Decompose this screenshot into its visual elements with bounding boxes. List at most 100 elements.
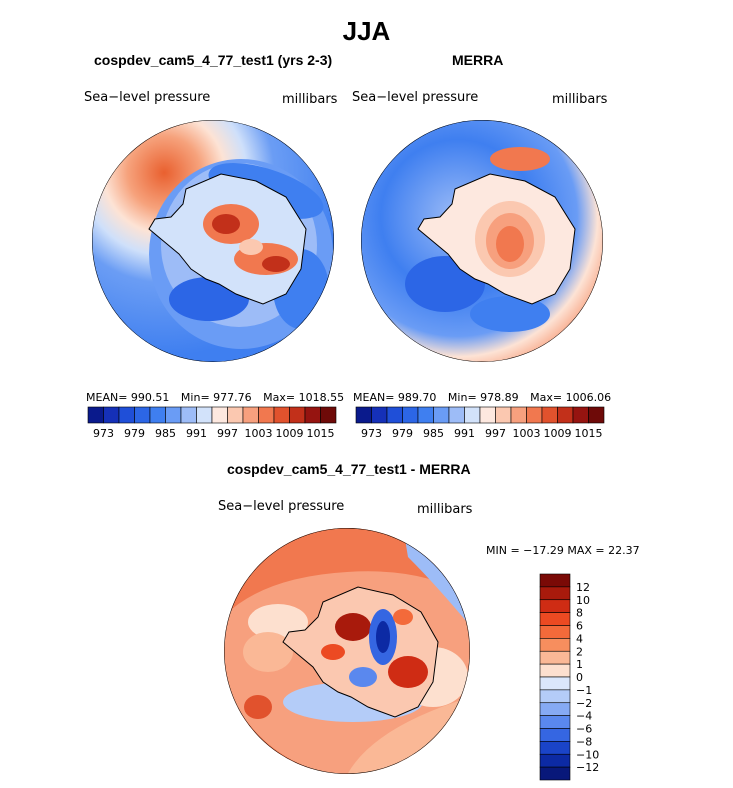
right-map: [361, 120, 603, 362]
left-min-value: 977.76: [213, 391, 252, 404]
right-colorbar-swatch: [402, 406, 419, 424]
diff-colorbar-swatch: [539, 625, 571, 639]
left-colorbar-swatch: [211, 406, 228, 424]
right-colorbar-swatch: [433, 406, 450, 424]
diff-minmax: MIN = −17.29 MAX = 22.37: [486, 544, 640, 557]
left-stats: MEAN= 990.51 Min= 977.76 Max= 1018.55: [86, 391, 344, 404]
left-colorbar-swatch: [134, 406, 151, 424]
diff-units-label: millibars: [417, 502, 473, 517]
right-colorbar-swatch: [479, 406, 496, 424]
left-colorbar-swatch: [227, 406, 244, 424]
right-colorbar-swatch: [417, 406, 434, 424]
right-max-label: Max=: [530, 391, 563, 404]
left-colorbar-swatch: [320, 406, 337, 424]
diff-colorbar-tick-label: −4: [576, 710, 592, 723]
right-stats: MEAN= 989.70 Min= 978.89 Max= 1006.06: [353, 391, 611, 404]
left-min-label: Min=: [180, 391, 210, 404]
left-colorbar-swatch: [289, 406, 306, 424]
right-max-value: 1006.06: [565, 391, 612, 404]
left-colorbar-swatch: [258, 406, 275, 424]
diff-colorbar-swatch: [539, 702, 571, 716]
diff-colorbar-swatch: [539, 689, 571, 704]
right-colorbar-tick-label: 1009: [544, 427, 572, 440]
diff-colorbar-swatch: [539, 586, 571, 601]
diff-colorbar-swatch: [539, 715, 571, 729]
right-colorbar: 973 979 985 991 997 1003 1009 1015: [355, 406, 605, 440]
right-units-label: millibars: [552, 92, 608, 107]
left-colorbar-tick-label: 979: [124, 427, 145, 440]
right-colorbar-tick-label: 1003: [513, 427, 541, 440]
right-variable-label: Sea−level pressure: [352, 90, 479, 105]
right-min-value: 978.89: [480, 391, 519, 404]
right-colorbar-swatch: [526, 406, 543, 424]
diff-colorbar-tick-label: −2: [576, 697, 592, 710]
left-colorbar-tick-label: 1015: [307, 427, 335, 440]
left-colorbar-tick-label: 991: [186, 427, 207, 440]
right-min-label: Min=: [447, 391, 477, 404]
right-colorbar-tick-label: 973: [361, 427, 382, 440]
diff-colorbar-tick-label: 12: [576, 581, 590, 594]
diff-colorbar-swatch: [539, 638, 571, 652]
diff-colorbar-swatch: [539, 753, 571, 768]
diff-colorbar-swatch: [539, 766, 571, 781]
left-colorbar-swatch: [87, 406, 104, 424]
left-colorbar-swatch: [304, 406, 321, 424]
left-variable-label: Sea−level pressure: [84, 90, 211, 105]
diff-colorbar-swatch: [539, 676, 571, 691]
left-colorbar-tick-label: 997: [217, 427, 238, 440]
right-colorbar-tick-label: 979: [392, 427, 413, 440]
left-colorbar-swatch: [242, 406, 259, 424]
diff-colorbar-swatch: [539, 573, 571, 588]
diff-map: [224, 528, 470, 774]
left-colorbar-tick-label: 1003: [245, 427, 273, 440]
diff-colorbar-swatch: [539, 612, 571, 626]
left-mean-label: MEAN=: [86, 391, 128, 404]
right-colorbar-swatch: [355, 406, 372, 424]
right-colorbar-swatch: [510, 406, 527, 424]
diff-variable-label: Sea−level pressure: [218, 499, 345, 514]
left-colorbar-swatch: [149, 406, 166, 424]
left-colorbar-tick-label: 1009: [276, 427, 304, 440]
diff-colorbar-tick-label: −12: [576, 761, 599, 774]
left-mean-value: 990.51: [130, 391, 170, 404]
diff-panel-title: cospdev_cam5_4_77_test1 - MERRA: [227, 461, 471, 477]
right-colorbar-swatch: [448, 406, 465, 424]
right-colorbar-tick-label: 997: [485, 427, 506, 440]
diff-colorbar-tick-label: −6: [576, 723, 592, 736]
right-colorbar-swatch: [464, 406, 481, 424]
right-colorbar-swatch: [495, 406, 512, 424]
right-colorbar-tick-label: 991: [454, 427, 475, 440]
left-colorbar-tick-label: 985: [155, 427, 176, 440]
right-colorbar-swatch: [541, 406, 558, 424]
diff-colorbar-tick-label: 0: [576, 671, 583, 684]
diff-colorbar-tick-label: −8: [576, 735, 592, 748]
diff-colorbar-tick-label: 6: [576, 620, 583, 633]
diff-colorbar-tick-label: −10: [576, 748, 599, 761]
right-colorbar-tick-label: 985: [423, 427, 444, 440]
left-max-label: Max=: [263, 391, 296, 404]
diff-colorbar-swatch: [539, 728, 571, 742]
diff-colorbar-tick-label: 1: [576, 658, 583, 671]
right-colorbar-swatch: [588, 406, 605, 424]
left-colorbar-swatch: [118, 406, 135, 424]
right-colorbar-swatch: [386, 406, 403, 424]
diff-colorbar-swatch: [539, 741, 571, 755]
diff-colorbar-tick-label: 4: [576, 632, 583, 645]
diff-colorbar-swatch: [539, 599, 571, 613]
left-colorbar-swatch: [196, 406, 213, 424]
right-panel-title: MERRA: [452, 52, 504, 68]
left-colorbar-tick-label: 973: [93, 427, 114, 440]
left-panel-title: cospdev_cam5_4_77_test1 (yrs 2-3): [94, 52, 333, 68]
left-colorbar-swatch: [180, 406, 197, 424]
left-colorbar-swatch: [165, 406, 182, 424]
right-mean-label: MEAN=: [353, 391, 395, 404]
left-map: [92, 120, 334, 362]
right-colorbar-swatch: [371, 406, 388, 424]
diff-colorbar-tick-label: 2: [576, 645, 583, 658]
diff-colorbar-tick-label: 8: [576, 607, 583, 620]
right-colorbar-tick-label: 1015: [575, 427, 603, 440]
diff-colorbar-swatch: [539, 663, 571, 678]
diff-colorbar-swatch: [539, 650, 571, 665]
right-colorbar-swatch: [572, 406, 589, 424]
